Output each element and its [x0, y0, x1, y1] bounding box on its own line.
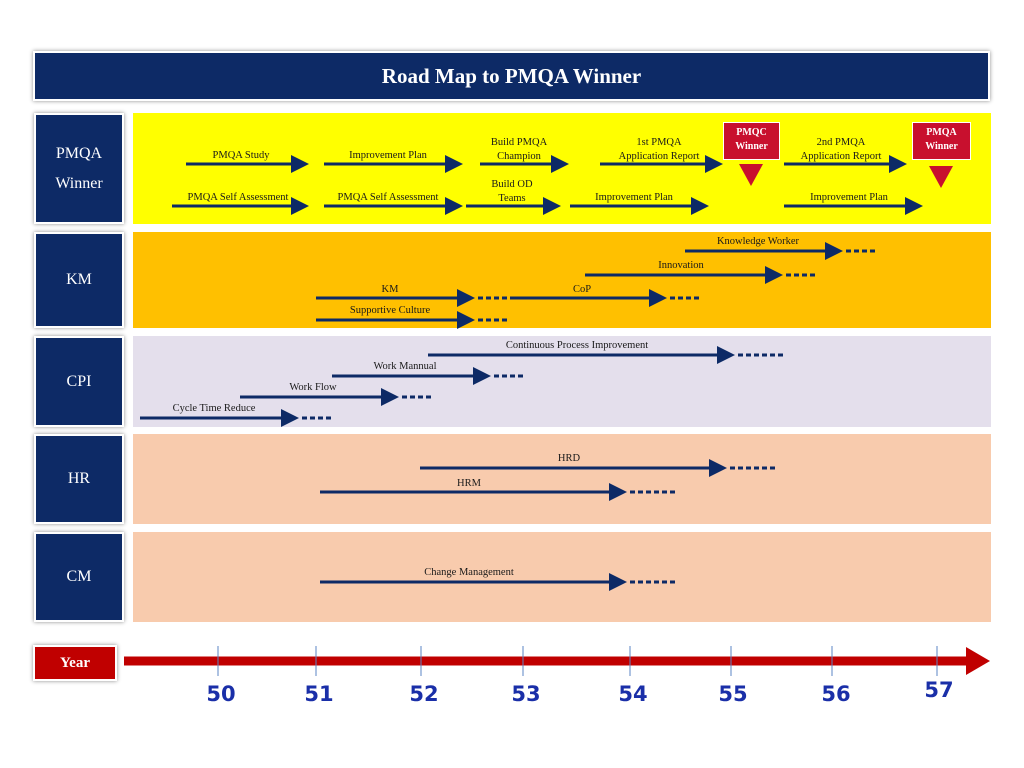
row-label-km: KM	[34, 232, 124, 328]
label-improvement-plan-3: Improvement Plan	[810, 192, 888, 203]
row-label-line: HR	[67, 470, 91, 487]
label-continuous: Continuous Process Improvement	[505, 340, 649, 351]
band-km	[133, 232, 991, 328]
row-label-pmqa: PMQA Winner	[34, 113, 124, 224]
band-cm	[133, 532, 991, 622]
row-label-hr: HR	[34, 434, 124, 524]
label-change-management: Change Management	[424, 567, 514, 578]
label-pmqa-study: PMQA Study	[212, 150, 270, 161]
pmqa-winner-badge: PMQA Winner	[912, 122, 971, 160]
year-label-box: Year	[33, 645, 117, 681]
row-label-line: Winner	[55, 174, 103, 192]
year-51: 51	[304, 682, 334, 706]
label-supportive-culture: Supportive Culture	[349, 305, 431, 316]
label-self-assessment-2: PMQA Self Assessment	[337, 192, 439, 203]
row-label-line: KM	[66, 271, 92, 288]
label-line: Application Report	[618, 151, 700, 162]
title-bar: Road Map to PMQA Winner	[33, 51, 990, 101]
pmqa-winner-marker	[929, 166, 953, 188]
year-57: 57	[924, 678, 954, 702]
label-line: Teams	[498, 193, 526, 204]
label-km: KM	[381, 284, 399, 295]
label-line: Build OD	[491, 179, 533, 190]
label-work-flow: Work Flow	[289, 382, 337, 393]
label-hrm: HRM	[457, 478, 481, 489]
label-second-report: 2nd PMQA Application Report	[801, 136, 882, 164]
page-title: Road Map to PMQA Winner	[381, 63, 642, 88]
row-label-line: CPI	[66, 372, 92, 390]
year-56: 56	[821, 682, 851, 706]
band-cpi	[133, 336, 991, 427]
pmqc-winner-badge: PMQC Winner	[723, 122, 780, 160]
label-line: Application Report	[800, 151, 882, 162]
label-self-assessment-1: PMQA Self Assessment	[187, 192, 289, 203]
label-cycle-time: Cycle Time Reduce	[172, 403, 256, 414]
label-improvement-plan-1: Improvement Plan	[349, 150, 427, 161]
year-54: 54	[618, 682, 648, 706]
row-label-cm: CM	[34, 532, 124, 622]
pmqc-winner-marker	[739, 164, 763, 186]
year-53: 53	[511, 682, 541, 706]
label-first-report: 1st PMQA Application Report	[619, 136, 700, 164]
label-line: Champion	[497, 151, 541, 162]
label-build-champion: Build PMQA Champion	[491, 136, 547, 164]
year-timeline-arrowhead	[966, 647, 990, 675]
band-hr	[133, 434, 991, 524]
year-55: 55	[718, 682, 748, 706]
label-improvement-plan-2: Improvement Plan	[595, 192, 673, 203]
label-build-od: Build OD Teams	[491, 178, 532, 206]
label-innovation: Innovation	[658, 260, 704, 271]
label-hrd: HRD	[557, 453, 581, 464]
row-label-line: CM	[66, 568, 92, 585]
badge-line: Winner	[925, 141, 958, 152]
year-label: Year	[60, 654, 90, 671]
label-line: Build PMQA	[490, 137, 548, 148]
badge-line: Winner	[735, 141, 768, 152]
label-line: 2nd PMQA	[816, 137, 866, 148]
year-52: 52	[409, 682, 439, 706]
badge-line: PMQA	[926, 127, 957, 138]
label-cop: CoP	[572, 284, 592, 295]
row-label-line: PMQA	[55, 144, 103, 162]
label-work-manual: Work Mannual	[373, 361, 437, 372]
label-knowledge-worker: Knowledge Worker	[716, 236, 800, 247]
label-line: 1st PMQA	[636, 137, 682, 148]
row-label-cpi: CPI	[34, 336, 124, 427]
badge-line: PMQC	[736, 127, 767, 138]
year-50: 50	[206, 682, 236, 706]
